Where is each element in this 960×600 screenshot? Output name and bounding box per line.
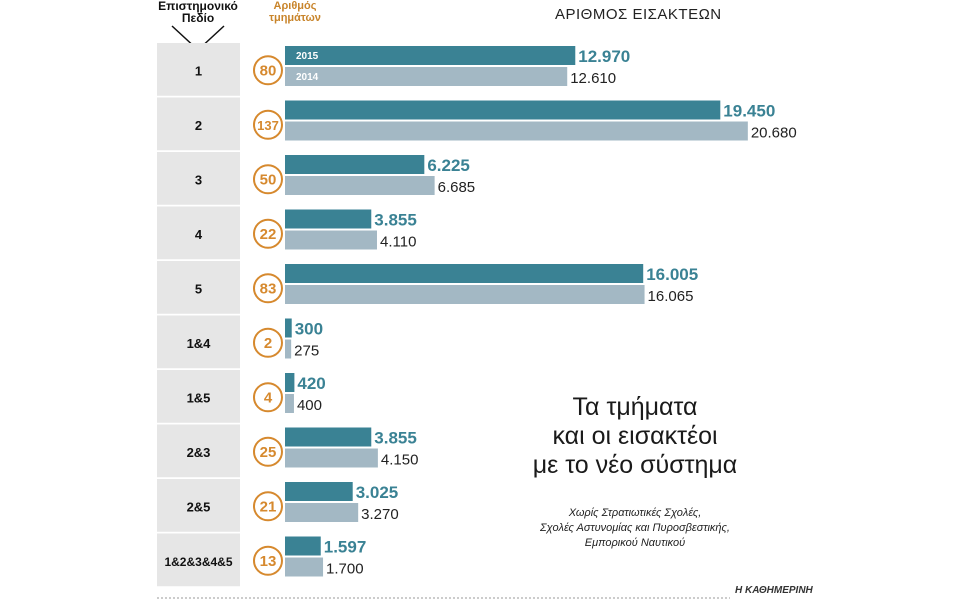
value-label-2014: 1.700 (326, 561, 364, 578)
departments-count: 13 (260, 553, 277, 570)
bar-2015 (285, 100, 721, 120)
departments-circle (253, 218, 283, 249)
departments-circle (253, 436, 283, 467)
bar-2014 (285, 448, 378, 468)
departments-circle (253, 545, 283, 576)
field-label: 2&3 (187, 445, 211, 460)
bar-2014 (285, 339, 292, 359)
value-label-2014: 12.610 (570, 70, 616, 87)
note-title-line2: και οι εισακτέοι (552, 422, 718, 450)
departments-circle (253, 273, 283, 304)
departments-count: 83 (260, 280, 277, 297)
note-subtitle-line1: Χωρίς Στρατιωτικές Σχολές, (568, 507, 702, 519)
departments-count: 2 (264, 335, 272, 352)
departments-header-line2: τμημάτων (269, 12, 321, 24)
departments-circle (253, 164, 283, 195)
value-label-2015: 3.855 (374, 211, 417, 230)
bar-2015 (285, 482, 353, 501)
value-label-2015: 12.970 (578, 47, 630, 66)
departments-circle (253, 55, 283, 86)
credit: Η ΚΑΘΗΜΕΡΙΝΗ (735, 585, 813, 596)
departments-count: 80 (260, 62, 277, 79)
value-label-2014: 4.110 (380, 234, 416, 251)
field-label: 1 (195, 63, 202, 78)
field-header: Επιστημονικό Πεδίο (148, 0, 248, 24)
bar-2015 (285, 536, 321, 556)
bar-2015 (285, 155, 425, 174)
departments-count: 21 (260, 498, 277, 515)
departments-header-line1: Αριθμός (273, 0, 317, 12)
value-label-2015: 19.450 (723, 102, 775, 121)
legend-2014: 2014 (296, 72, 319, 83)
field-header-line1: Επιστημονικό (158, 0, 238, 13)
note-title-line3: με το νέο σύστημα (532, 451, 738, 479)
value-label-2015: 3.025 (356, 483, 399, 502)
departments-count: 137 (257, 118, 279, 133)
field-label: 5 (195, 281, 202, 296)
departments-circle (253, 491, 283, 522)
bar-2014 (285, 503, 359, 522)
value-label-2014: 4.150 (381, 452, 419, 469)
value-label-2014: 400 (297, 397, 322, 414)
value-label-2014: 16.065 (648, 288, 694, 305)
field-label: 1&4 (187, 336, 212, 351)
value-label-2014: 6.685 (438, 179, 476, 196)
bar-2015 (285, 427, 372, 447)
note-title-line1: Τα τμήματα (572, 393, 698, 421)
field-label: 2&5 (187, 499, 211, 514)
chart-title: ΑΡΙΘΜΟΣ ΕΙΣΑΚΤΕΩΝ (555, 6, 722, 23)
field-label: 3 (195, 172, 202, 187)
legend-2015: 2015 (296, 51, 319, 62)
field-cell (157, 261, 240, 315)
bar-2014 (285, 230, 377, 250)
value-label-2015: 420 (297, 374, 325, 393)
field-label: 1&2&3&4&5 (164, 555, 232, 569)
departments-circle (253, 382, 283, 413)
bar-2015 (285, 373, 295, 392)
field-cell (157, 152, 240, 206)
bar-2014 (285, 285, 645, 304)
value-label-2015: 6.225 (427, 156, 470, 175)
departments-count: 50 (260, 171, 277, 188)
departments-circle (253, 327, 283, 358)
note-subtitle-line2: Σχολές Αστυνομίας και Πυροσβεστικής, (540, 522, 730, 534)
field-cell (157, 424, 240, 478)
bar-2015 (285, 209, 372, 229)
departments-count: 22 (260, 226, 277, 243)
field-label: 2 (195, 118, 202, 133)
field-cell (157, 479, 240, 533)
value-label-2014: 20.680 (751, 125, 797, 142)
value-label-2014: 3.270 (361, 506, 399, 523)
bar-2014 (285, 67, 568, 86)
departments-count: 25 (260, 444, 277, 461)
field-cell (157, 97, 240, 151)
value-label-2014: 275 (294, 343, 319, 360)
departments-count: 4 (264, 389, 273, 406)
bar-2014 (285, 394, 294, 413)
bar-2015 (285, 318, 292, 338)
value-label-2015: 1.597 (324, 538, 367, 557)
field-cell (157, 43, 240, 97)
field-label: 4 (195, 227, 203, 242)
field-cell (157, 533, 240, 587)
field-cell (157, 206, 240, 260)
field-label: 1&5 (187, 390, 211, 405)
departments-circle (253, 109, 283, 140)
field-cell (157, 315, 240, 369)
bar-2014 (285, 176, 435, 195)
note-title: Τα τμήματα και οι εισακτέοι με το νέο σύ… (500, 393, 770, 480)
field-header-line2: Πεδίο (181, 11, 215, 25)
bar-2015 (285, 264, 644, 283)
value-label-2015: 3.855 (374, 429, 417, 448)
bar-2015 (285, 46, 576, 65)
bar-2014 (285, 121, 748, 141)
departments-header: Αριθμός τμημάτων (255, 0, 335, 24)
value-label-2015: 16.005 (646, 265, 698, 284)
field-cell (157, 370, 240, 424)
value-label-2015: 300 (295, 320, 323, 339)
note-subtitle-line3: Εμπορικού Ναυτικού (584, 537, 686, 549)
bar-2014 (285, 557, 324, 577)
